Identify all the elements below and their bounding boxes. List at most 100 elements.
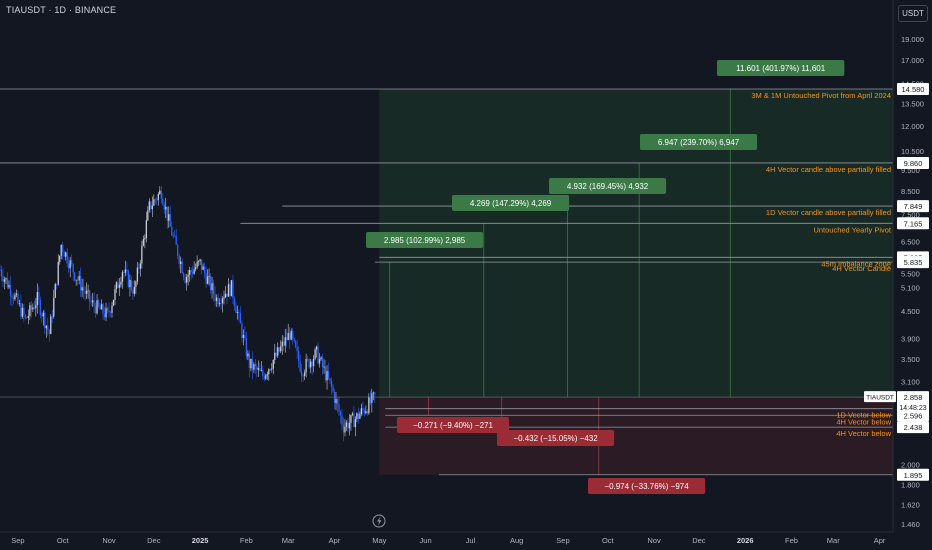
candle-body xyxy=(287,332,289,341)
candle-body xyxy=(136,267,139,282)
candle xyxy=(159,186,161,195)
y-tick-label: 3.500 xyxy=(901,355,920,364)
candle-body xyxy=(17,293,19,304)
candle-body xyxy=(114,289,116,300)
candle-body xyxy=(317,346,319,364)
candle xyxy=(348,414,351,436)
candle-body xyxy=(300,371,303,376)
candle xyxy=(15,289,18,298)
candle xyxy=(206,269,209,285)
target-label-text: −0.271 (−9.40%) −271 xyxy=(413,421,493,430)
level-note-8: 4H Vector below xyxy=(836,429,891,438)
x-tick-label: Dec xyxy=(692,536,706,545)
candle xyxy=(341,409,343,430)
candle xyxy=(339,410,342,424)
candle-body xyxy=(32,307,34,310)
candle-body xyxy=(266,374,268,376)
candle-body xyxy=(305,358,307,373)
candle xyxy=(332,383,334,394)
candle-body xyxy=(344,426,346,433)
target-label-bg xyxy=(640,134,758,150)
candle-body xyxy=(74,272,76,280)
candle xyxy=(172,232,174,239)
candle xyxy=(281,335,283,355)
candle-body xyxy=(208,275,210,277)
candle xyxy=(81,278,83,298)
candle xyxy=(160,186,162,204)
candle xyxy=(130,276,133,293)
candle-body xyxy=(29,305,31,316)
candle-body xyxy=(200,259,203,270)
currency-button[interactable]: USDT xyxy=(898,5,928,22)
candle xyxy=(220,294,222,310)
loss-zone xyxy=(379,397,893,475)
x-tick-label: Apr xyxy=(874,536,886,545)
candle-body xyxy=(295,340,297,348)
candle xyxy=(211,276,213,299)
candle-body xyxy=(311,361,313,367)
level-notes: 3M & 1M Untouched Pivot from April 2024 4… xyxy=(751,91,892,438)
level-price-tag-text: 2.596 xyxy=(904,411,923,420)
candle-body xyxy=(85,290,88,294)
candle-body xyxy=(215,297,218,301)
candle-body xyxy=(81,287,83,291)
candle xyxy=(38,286,40,305)
candle-body xyxy=(126,269,128,272)
candle xyxy=(85,282,88,300)
candle-body xyxy=(133,286,136,294)
candle xyxy=(299,354,301,374)
candle-body xyxy=(374,392,376,395)
target-label-text: 4.932 (169.45%) 4,932 xyxy=(567,182,649,191)
candle-body xyxy=(268,369,270,375)
candle xyxy=(41,311,43,323)
candle xyxy=(205,265,207,288)
candle-body xyxy=(353,413,355,428)
candle xyxy=(135,280,137,294)
candle-body xyxy=(177,244,179,257)
y-tick-label: 6.500 xyxy=(901,238,920,247)
candle-body xyxy=(218,303,221,305)
candle xyxy=(208,268,210,286)
level-note-7: 4H Vector below xyxy=(836,417,891,426)
candle xyxy=(366,409,369,416)
candle-body xyxy=(36,292,38,306)
candle xyxy=(21,303,24,320)
candle-body xyxy=(129,279,131,287)
candle-body xyxy=(345,422,348,427)
candle xyxy=(269,368,271,372)
candle xyxy=(365,405,367,415)
candle xyxy=(142,235,145,247)
candle xyxy=(233,295,236,311)
candle xyxy=(11,291,13,307)
candle-body xyxy=(112,299,115,306)
candle-body xyxy=(123,272,125,274)
candle-body xyxy=(106,308,109,311)
candle xyxy=(200,259,203,275)
candle xyxy=(175,229,177,245)
candle-body xyxy=(159,190,161,195)
level-note-2: 1D Vector candle above partially filled xyxy=(766,208,891,217)
candle-body xyxy=(327,371,330,379)
price-axis[interactable]: 19.000 17.000 14.580 13.500 12.000 10.500 9.50… xyxy=(864,0,932,550)
candle-body xyxy=(68,263,70,269)
candle-body xyxy=(27,315,30,318)
time-axis[interactable]: Sep Oct Nov Dec 2025 Feb Mar Apr May Jun Jul Aug Sep… xyxy=(0,514,893,545)
candle-body xyxy=(315,346,318,350)
target-label-text: 6.947 (239.70%) 6,947 xyxy=(658,138,740,147)
candle xyxy=(138,262,140,275)
candle xyxy=(311,359,313,376)
candle-body xyxy=(354,419,357,428)
candle-body xyxy=(329,378,331,381)
candle xyxy=(136,261,139,285)
candle xyxy=(33,300,35,310)
candle xyxy=(257,360,259,377)
candle-body xyxy=(296,347,298,352)
candle-body xyxy=(60,244,62,256)
candle xyxy=(148,198,150,213)
candle-body xyxy=(50,316,52,334)
candle xyxy=(280,340,282,354)
target-label-6: −0.432 (−15.05%) −432 xyxy=(497,430,615,446)
candle xyxy=(184,274,186,284)
candle-body xyxy=(18,303,21,304)
